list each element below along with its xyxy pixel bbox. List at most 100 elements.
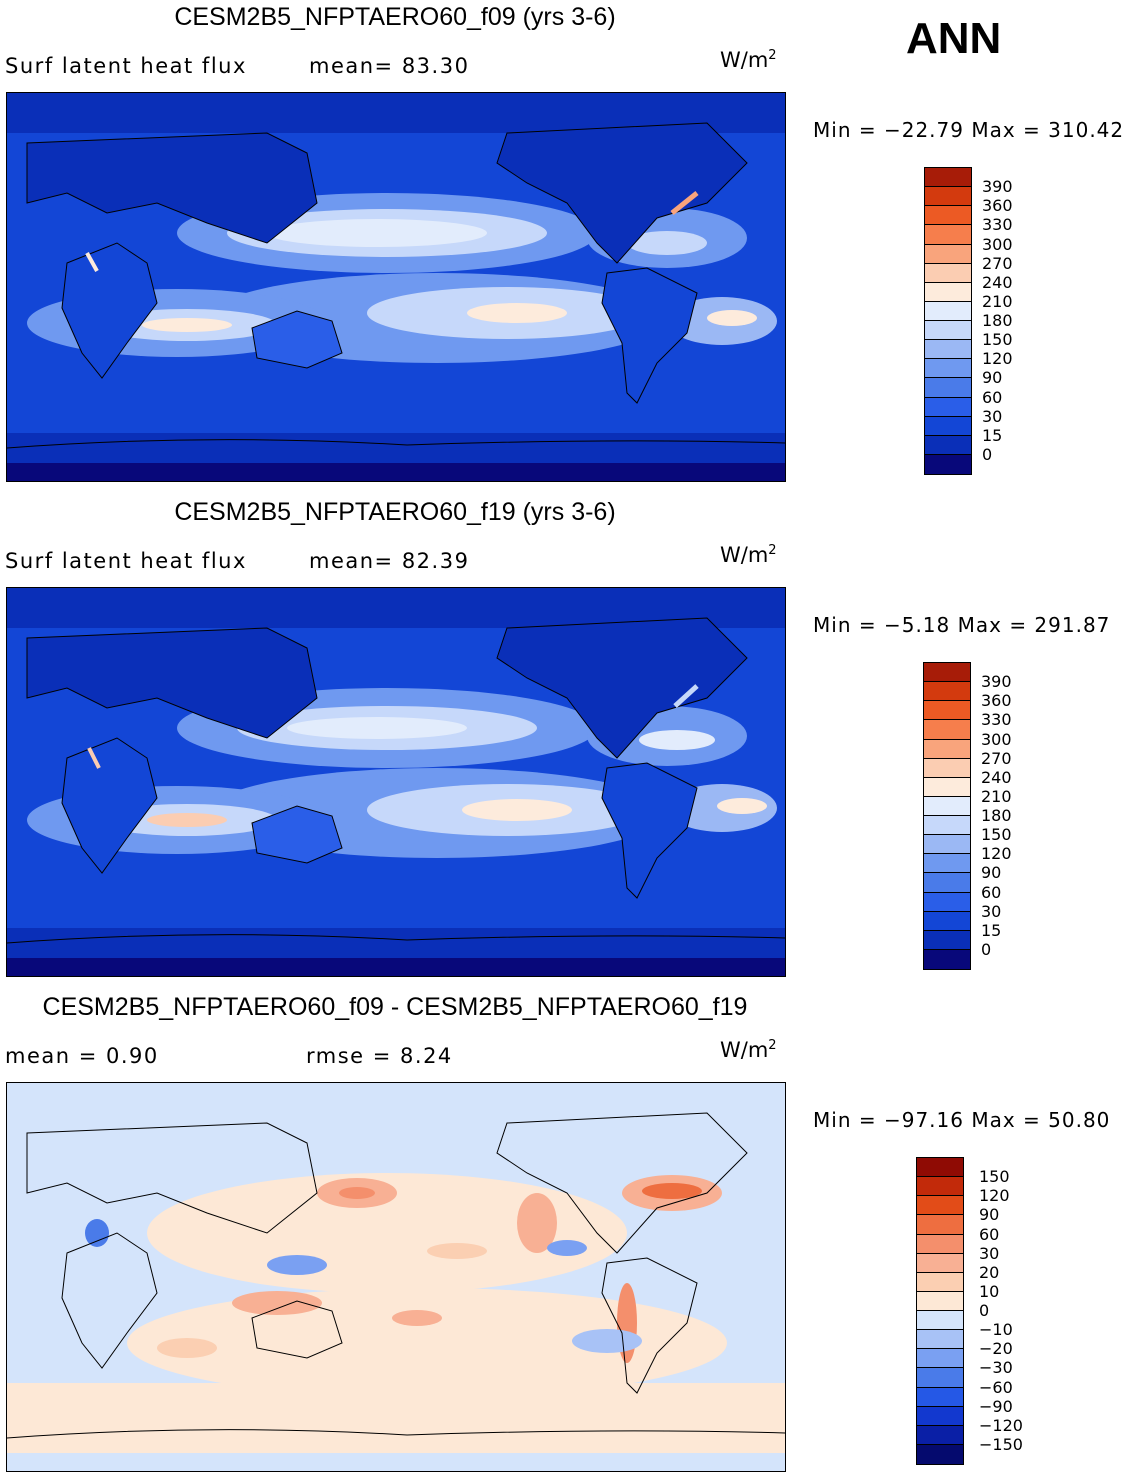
colorbar-segment [917,1272,963,1292]
colorbar-label: −30 [979,1358,1013,1378]
colorbar-segment [925,378,971,398]
panel-1-variable-label: Surf latent heat flux [5,54,247,78]
colorbar-segment [925,397,971,417]
colorbar-segment [925,340,971,360]
colorbar-segment [917,1196,963,1216]
colorbar-label: 15 [982,425,1003,445]
panel-1-units: W/m2 [720,48,777,72]
colorbar-label: −150 [979,1434,1023,1454]
colorbar-label: −90 [979,1396,1013,1416]
colorbar-label: 60 [981,882,1002,902]
colorbar-segment [917,1368,963,1388]
panel-2-variable-label: Surf latent heat flux [5,549,247,573]
colorbar-label: 240 [982,272,1013,292]
panel-1-mean: mean= 83.30 [309,54,470,78]
colorbar-label: 150 [979,1167,1010,1187]
colorbar-label: −60 [979,1377,1013,1397]
colorbar-segment [924,701,970,721]
colorbar-segment [925,206,971,226]
colorbar-label: −10 [979,1320,1013,1340]
colorbar-label: 60 [979,1224,1000,1244]
colorbar-segment [924,796,970,816]
colorbar-label: 0 [979,1301,990,1320]
colorbar-segment [924,892,970,912]
colorbar-segment [924,911,970,931]
colorbar-segment [917,1177,963,1197]
colorbar-label: 15 [981,920,1002,940]
colorbar-label: 120 [981,844,1012,864]
panel-2-units: W/m2 [720,543,777,567]
colorbar-label: 120 [982,349,1013,369]
colorbar-label: 30 [982,406,1003,426]
panel-2-title: CESM2B5_NFPTAERO60_f19 (yrs 3-6) [174,498,616,526]
panel-1-colorbar [924,167,972,475]
colorbar-label: −120 [979,1415,1023,1435]
colorbar-segment [917,1406,963,1426]
colorbar-segment [925,359,971,379]
colorbar-segment [917,1387,963,1407]
panel-3-title: CESM2B5_NFPTAERO60_f09 - CESM2B5_NFPTAER… [42,993,748,1021]
colorbar-label: 330 [981,710,1012,730]
colorbar-label: 360 [981,691,1012,711]
colorbar-label: −20 [979,1339,1013,1359]
panel-3-min-max: Min = −97.16 Max = 50.80 [813,1108,1111,1132]
colorbar-label: 90 [979,1205,1000,1225]
colorbar-segment [925,282,971,302]
colorbar-segment [924,930,970,950]
colorbar-segment [917,1425,963,1445]
panel-3-colorbar [916,1157,964,1465]
colorbar-label: 210 [982,291,1013,311]
colorbar-segment [917,1234,963,1254]
colorbar-label: 120 [979,1186,1010,1206]
colorbar-segment [917,1330,963,1350]
colorbar-label: 390 [981,672,1012,692]
colorbar-segment [917,1215,963,1235]
colorbar-label: 60 [982,387,1003,407]
panel-3-units: W/m2 [720,1038,777,1062]
colorbar-segment [917,1311,963,1331]
colorbar-segment [925,454,971,474]
panel-1-map [6,92,786,482]
panel-2-map [6,587,786,977]
colorbar-segment [917,1349,963,1369]
panel-3-rmse: rmse = 8.24 [306,1044,453,1068]
colorbar-label: 90 [982,368,1003,388]
colorbar-label: 150 [982,330,1013,350]
colorbar-segment [924,720,970,740]
colorbar-label: 150 [981,825,1012,845]
colorbar-segment [925,301,971,321]
panel-2-colorbar [923,662,971,970]
colorbar-label: 270 [981,748,1012,768]
colorbar-segment [925,187,971,207]
colorbar-segment [924,816,970,836]
colorbar-segment [924,854,970,874]
colorbar-label: 300 [982,234,1013,254]
colorbar-segment [925,321,971,341]
panel-2-min-max: Min = −5.18 Max = 291.87 [813,613,1111,637]
colorbar-label: 300 [981,729,1012,749]
colorbar-segment [924,835,970,855]
colorbar-label: 210 [981,786,1012,806]
colorbar-label: 90 [981,863,1002,883]
colorbar-segment [917,1291,963,1311]
colorbar-label: 390 [982,177,1013,197]
colorbar-label: 330 [982,215,1013,235]
colorbar-segment [925,435,971,455]
colorbar-label: 270 [982,253,1013,273]
colorbar-label: 0 [982,444,993,464]
colorbar-label: 10 [979,1281,1000,1301]
colorbar-label: 30 [981,901,1002,921]
colorbar-segment [917,1444,963,1464]
panel-3-map [6,1082,786,1472]
colorbar-segment [924,682,970,702]
colorbar-segment [924,758,970,778]
season-label: ANN [906,14,1002,63]
panel-3-mean: mean = 0.90 [5,1044,159,1068]
colorbar-segment [924,663,970,683]
colorbar-segment [924,873,970,893]
colorbar-segment [925,244,971,264]
colorbar-segment [925,416,971,436]
colorbar-segment [925,225,971,245]
colorbar-label: 180 [982,311,1013,330]
colorbar-label: 0 [981,939,992,959]
